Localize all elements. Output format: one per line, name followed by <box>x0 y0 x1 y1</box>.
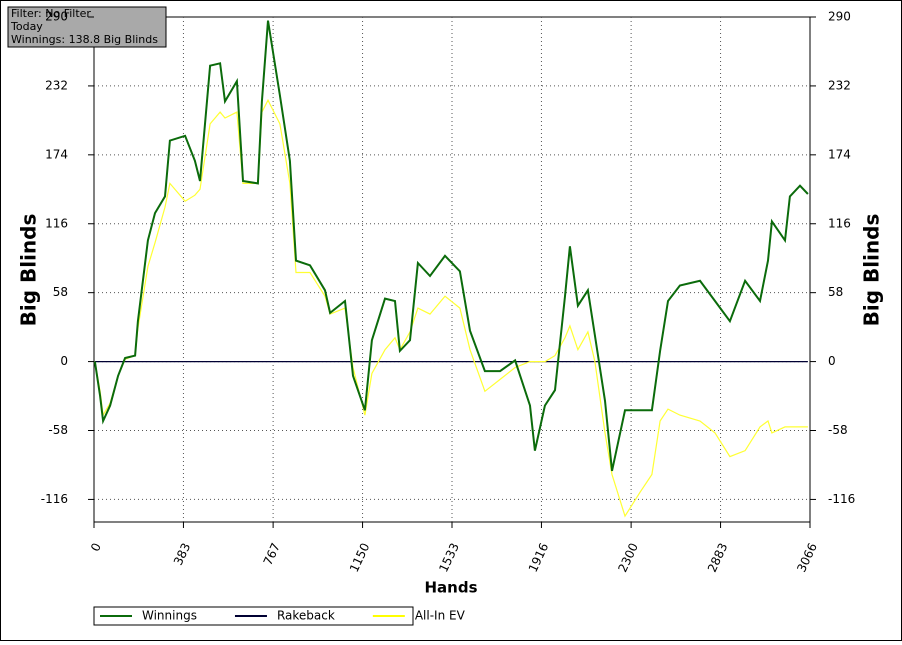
y-tick-label: 58 <box>53 285 68 299</box>
y2-tick-label: 116 <box>828 216 851 230</box>
legend-label: All-In EV <box>415 609 466 623</box>
series-line <box>93 20 809 472</box>
x-axis-title: Hands <box>424 579 477 597</box>
y2-tick-label: 232 <box>828 78 851 92</box>
y-tick-label: -58 <box>48 423 68 437</box>
y2-tick-label: -116 <box>828 492 855 506</box>
info-line: Winnings: 138.8 Big Blinds <box>11 33 158 46</box>
y2-axis-title: Big Blinds <box>860 214 884 327</box>
info-line: Today <box>10 20 43 33</box>
y2-tick-label: 174 <box>828 147 851 161</box>
y2-tick-label: 290 <box>828 10 851 24</box>
y-tick-label: 290 <box>45 10 68 24</box>
legend-label: Winnings <box>142 609 197 623</box>
y-tick-label: -116 <box>41 492 68 506</box>
y2-tick-label: 58 <box>828 285 843 299</box>
y-tick-label: 232 <box>45 78 68 92</box>
info-line: Filter: No Filter <box>11 7 91 20</box>
y2-tick-label: 0 <box>828 354 836 368</box>
legend-label: Rakeback <box>277 609 335 623</box>
y-axis-title: Big Blinds <box>17 214 41 327</box>
y-tick-label: 174 <box>45 147 68 161</box>
y-tick-label: 0 <box>60 354 68 368</box>
y2-tick-label: -58 <box>828 423 848 437</box>
info-box <box>7 6 167 48</box>
y-tick-label: 116 <box>45 216 68 230</box>
